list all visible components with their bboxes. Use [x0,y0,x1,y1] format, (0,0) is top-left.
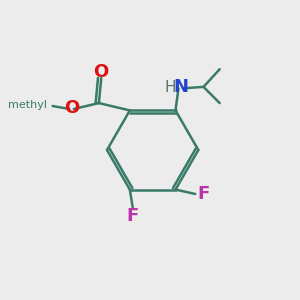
Text: O: O [64,99,79,117]
Text: O: O [94,62,109,80]
Text: N: N [173,78,188,96]
Text: F: F [127,207,139,225]
Text: H: H [164,80,176,95]
Text: F: F [197,185,210,203]
Text: methyl: methyl [8,100,47,110]
